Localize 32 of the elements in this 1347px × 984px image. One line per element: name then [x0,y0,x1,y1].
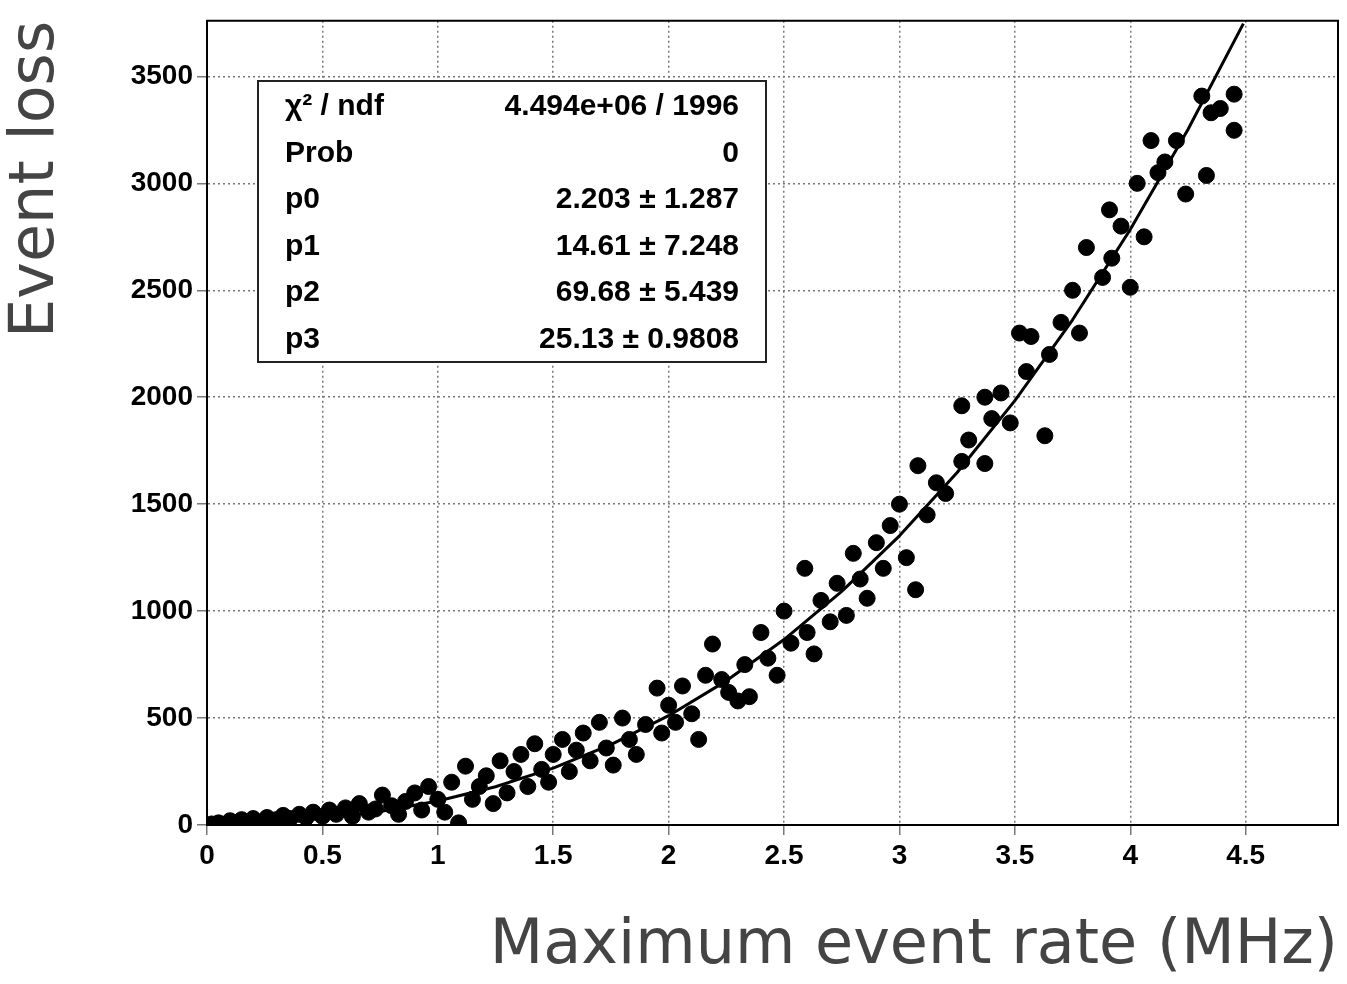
y-tick-label: 3000 [130,166,193,198]
x-tick-label: 2 [660,838,677,870]
x-tick-label: 1.5 [533,838,573,870]
x-tick-label: 4.5 [1226,838,1266,870]
y-tick-label: 0 [177,807,193,839]
x-tick-label: 3 [891,838,908,870]
annotation: 0 [721,134,739,169]
y-tick-label: 2000 [130,379,193,411]
annotation: 2.203 ± 1.287 [554,181,739,216]
y-tick-label: 2500 [130,273,193,305]
annotation: 69.68 ± 5.439 [554,274,739,309]
annotation: p2 [285,274,321,309]
y-tick-label: 3500 [130,59,193,91]
y-tick-label: 1500 [130,486,193,518]
x-tick-label: 4 [1122,838,1139,870]
annotation: χ² / ndf [285,88,385,122]
annotation: p0 [285,181,321,216]
annotation: 4.494e+06 / 1996 [503,88,739,122]
x-tick-label: 1 [430,838,446,870]
x-tick-label: 0 [199,838,215,870]
x-tick-label: 0.5 [302,838,342,870]
y-axis-title: Event loss [0,20,69,338]
annotation: 25.13 ± 0.9808 [538,320,739,355]
annotation: p1 [285,227,321,262]
x-tick-label: 3.5 [995,838,1035,870]
x-tick-label: 2.5 [764,838,804,870]
annotation: p3 [285,320,321,355]
x-axis-title: Maximum event rate (MHz) [489,904,1338,978]
y-tick-label: 500 [146,700,193,732]
y-tick-label: 1000 [130,593,193,625]
annotation: 14.61 ± 7.248 [554,227,739,262]
annotation: Prob [285,134,355,169]
